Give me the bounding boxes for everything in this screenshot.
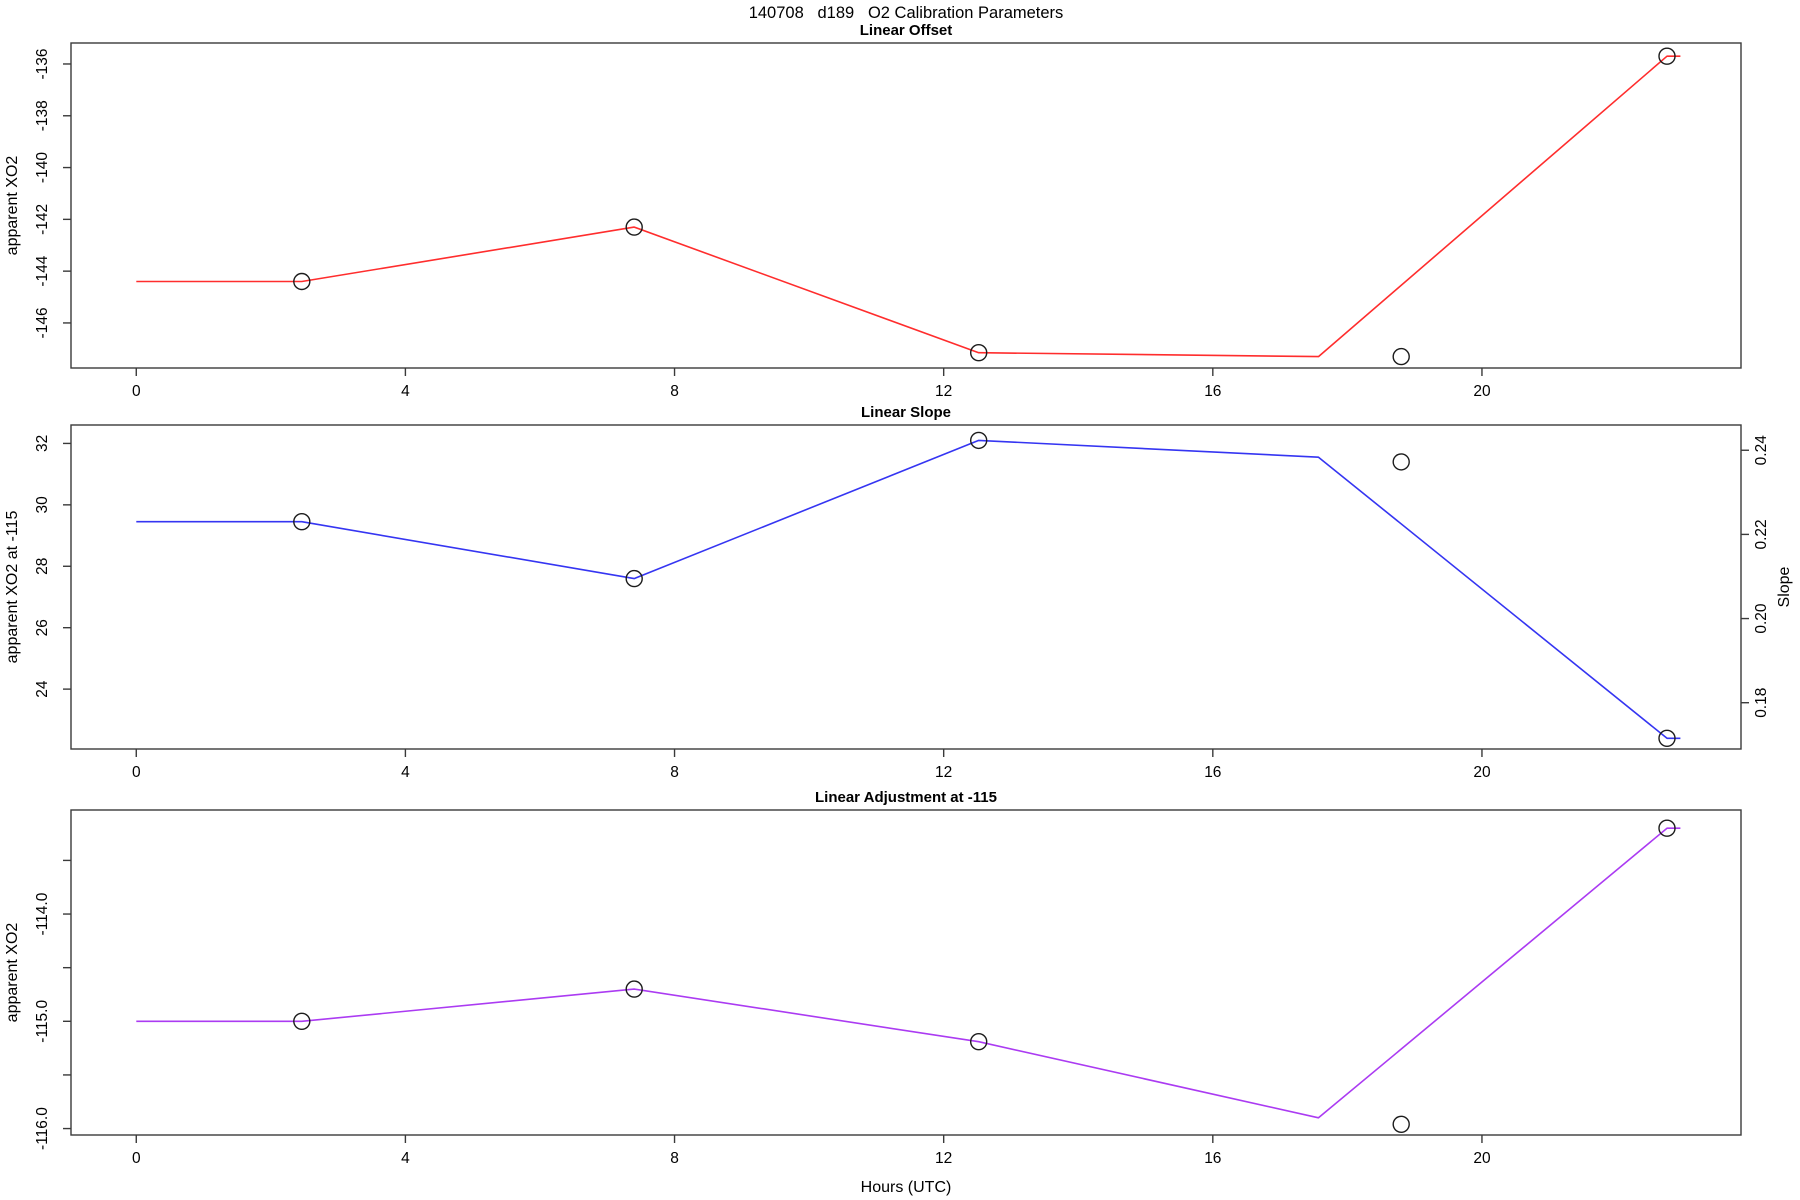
data-point-circle bbox=[970, 344, 988, 362]
plot-frame bbox=[70, 809, 1742, 1136]
data-point-circle bbox=[1658, 819, 1676, 837]
plot-frame bbox=[70, 424, 1742, 750]
data-point-circle bbox=[293, 272, 311, 291]
x-tick-label: 12 bbox=[935, 764, 952, 781]
series-line bbox=[136, 55, 1681, 358]
y-tick-label: -146 bbox=[34, 307, 51, 338]
x-axis-title: Hours (UTC) bbox=[861, 1179, 952, 1196]
y-tick-label: -142 bbox=[34, 204, 51, 235]
x-tick-label: 0 bbox=[132, 1150, 141, 1167]
y-tick-label: -136 bbox=[34, 48, 51, 79]
x-tick-label: 4 bbox=[401, 764, 410, 781]
panel-title: Linear Offset bbox=[860, 22, 953, 39]
x-tick-label: 16 bbox=[1204, 1150, 1221, 1167]
right-y-tick-label: 0.22 bbox=[1753, 519, 1770, 549]
y-tick-label: -114.0 bbox=[34, 892, 51, 935]
data-point-circle bbox=[293, 1012, 311, 1030]
y-tick-label: -115.0 bbox=[34, 1000, 51, 1043]
panel-title: Linear Adjustment at -115 bbox=[815, 789, 997, 806]
isolated-point-circle bbox=[1392, 1115, 1410, 1134]
y-tick-label: 26 bbox=[34, 619, 51, 636]
panel-title: Linear Slope bbox=[861, 404, 951, 421]
panel-0: Linear Offset -136 -138 -140 -142 -144 -146 0 4 8… bbox=[4, 22, 1742, 400]
right-y-tick-label: 0.24 bbox=[1753, 435, 1770, 466]
x-tick-label: 16 bbox=[1204, 764, 1221, 781]
series-line bbox=[136, 827, 1681, 1119]
x-tick-label: 20 bbox=[1473, 1150, 1491, 1167]
y-tick-label: -140 bbox=[34, 152, 51, 183]
x-tick-label: 8 bbox=[670, 383, 679, 400]
isolated-point-circle bbox=[1392, 453, 1410, 471]
y-axis-title-right: Slope bbox=[1776, 566, 1793, 607]
y-axis-title: apparent XO2 bbox=[4, 923, 21, 1023]
y-tick-label: 30 bbox=[34, 496, 51, 514]
right-y-tick-label: 0.20 bbox=[1753, 603, 1770, 634]
data-point-circle bbox=[970, 1032, 988, 1051]
x-tick-label: 20 bbox=[1473, 764, 1491, 781]
data-point-circle bbox=[625, 569, 643, 588]
x-tick-label: 8 bbox=[670, 1150, 679, 1167]
y-tick-label: 32 bbox=[34, 435, 51, 452]
data-point-circle bbox=[625, 218, 643, 236]
series-line bbox=[136, 439, 1681, 740]
x-tick-label: 8 bbox=[670, 764, 679, 781]
plot-frame bbox=[70, 42, 1742, 369]
data-point-circle bbox=[970, 431, 988, 450]
isolated-point-circle bbox=[1392, 347, 1410, 366]
x-tick-label: 0 bbox=[132, 764, 141, 781]
data-point-circle bbox=[293, 513, 311, 531]
panel-2: Linear Adjustment at -115 -114.0 -115.0 -11… bbox=[4, 789, 1742, 1167]
panel-1: Linear Slope 32 30 28 26 24 0.24 0.22 0.20 0.18 Sl… bbox=[4, 404, 1793, 781]
y-tick-label: -116.0 bbox=[34, 1107, 51, 1150]
y-axis-title: apparent XO2 bbox=[4, 156, 21, 256]
right-y-tick-label: 0.18 bbox=[1753, 688, 1770, 718]
x-tick-label: 16 bbox=[1204, 383, 1221, 400]
y-tick-label: 24 bbox=[34, 680, 51, 698]
data-point-circle bbox=[1658, 729, 1676, 747]
x-tick-label: 12 bbox=[935, 1150, 952, 1167]
figure-title: 140708 d189 O2 Calibration Parameters bbox=[749, 4, 1064, 22]
data-point-circle bbox=[1658, 47, 1676, 65]
x-tick-label: 4 bbox=[401, 383, 410, 400]
x-tick-label: 20 bbox=[1473, 383, 1491, 400]
x-tick-label: 12 bbox=[935, 383, 952, 400]
y-tick-label: 28 bbox=[34, 558, 51, 575]
y-tick-label: -138 bbox=[34, 100, 51, 131]
panels-group: Linear Offset -136 -138 -140 -142 -144 -146 0 4 8… bbox=[4, 22, 1793, 1167]
y-tick-label: -144 bbox=[34, 255, 51, 286]
y-axis-title: apparent XO2 at -115 bbox=[4, 511, 21, 664]
data-point-circle bbox=[625, 980, 643, 998]
x-tick-label: 0 bbox=[132, 383, 141, 400]
x-tick-label: 4 bbox=[401, 1150, 410, 1167]
